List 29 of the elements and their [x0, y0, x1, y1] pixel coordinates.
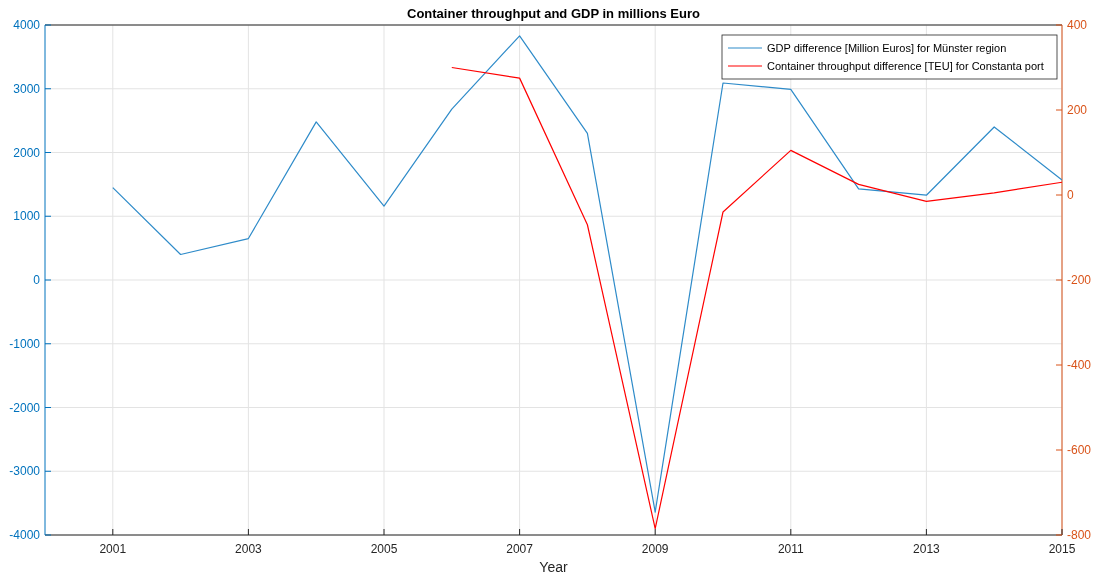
y2-tick-label: -800: [1067, 528, 1092, 542]
y-tick-label: 1000: [13, 209, 41, 224]
x-tick-label: 2013: [913, 542, 941, 556]
legend-label: Container throughput difference [TEU] for Constanta port: [767, 60, 1044, 72]
y-tick-label: 2000: [13, 145, 41, 160]
y2-tick-label: 400: [1067, 18, 1088, 32]
x-tick-label: 2015: [1048, 542, 1076, 556]
y-tick-label: -3000: [9, 464, 41, 479]
y2-tick-label: 0: [1067, 188, 1074, 202]
x-tick-label: 2007: [506, 542, 534, 556]
y-tick-label: -2000: [9, 400, 41, 415]
x-axis-title: Year: [539, 559, 568, 575]
x-tick-label: 2009: [641, 542, 669, 556]
x-tick-label: 2003: [235, 542, 263, 556]
y-tick-label: -4000: [9, 528, 41, 542]
line-series: [112, 35, 1062, 513]
y-tick-label: 0: [33, 273, 41, 287]
chart-title: Container throughput and GDP in millions Euro: [407, 6, 701, 21]
y-tick-label: -1000: [9, 336, 41, 351]
legend-label: GDP difference [Million Euros] for Münster region: [767, 42, 1007, 54]
x-tick-label: 2001: [99, 542, 127, 556]
y-tick-label: 4000: [13, 18, 41, 32]
y2-tick-label: -400: [1067, 358, 1092, 372]
y-tick-label: 3000: [13, 81, 41, 96]
x-tick-label: 2011: [777, 542, 805, 556]
y2-tick-label: -200: [1067, 273, 1092, 287]
x-tick-label: 2005: [370, 542, 398, 556]
y2-tick-label: -600: [1067, 443, 1092, 457]
y2-tick-label: 200: [1067, 103, 1088, 117]
